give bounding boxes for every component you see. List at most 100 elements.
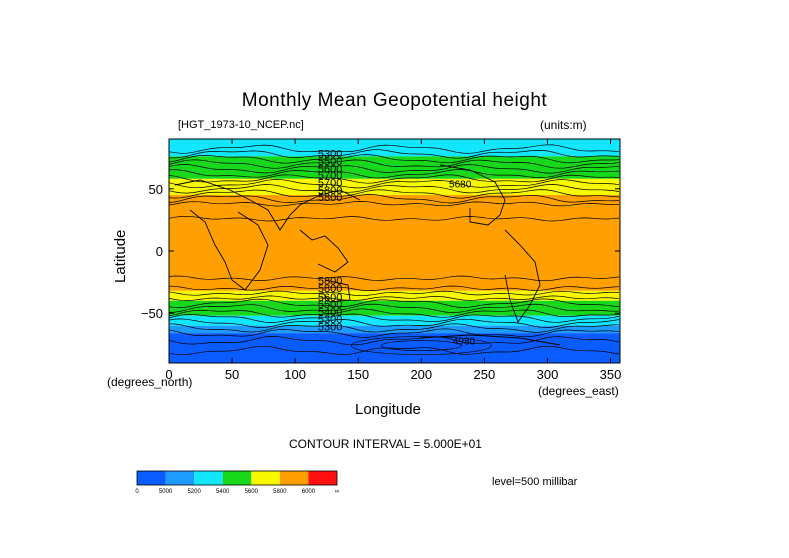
contour-line-21 (168, 318, 620, 328)
y-unit-label: (degrees_north) (107, 375, 193, 389)
x-tick-label: 300 (537, 367, 559, 382)
band-3 (169, 195, 620, 291)
colorbar-swatch (194, 471, 223, 485)
contour-label: 5500 (318, 156, 342, 168)
contour-label: 5600 (318, 292, 342, 304)
coastline-6 (419, 334, 561, 346)
contour-line-2 (168, 154, 620, 164)
contour-line-7 (168, 179, 620, 189)
contour-label: 4980 (453, 336, 476, 347)
contour-decoration (168, 144, 620, 356)
contour-line-9 (168, 189, 620, 199)
coastline-1 (189, 209, 269, 291)
colorbar-label: 5000 (159, 489, 173, 495)
colorbar-label: 0 (135, 489, 139, 495)
contour-label: 5680 (449, 180, 472, 191)
colorbar: 0 5000 5200 5400 5600 5800 6000 ∞ (135, 470, 339, 495)
x-ticks: 0 50 100 150 200 250 300 350 (165, 139, 621, 382)
contour-line-25 (168, 345, 620, 356)
contour-loop-1 (350, 336, 492, 355)
y-tick-label: −50 (141, 306, 163, 321)
contour-loop-2 (380, 340, 462, 351)
x-tick-label: 100 (284, 367, 306, 382)
band-5 (169, 300, 620, 316)
contour-label: 5800 (318, 283, 342, 295)
y-axis-label: Latitude (112, 229, 129, 283)
colorbar-frame (136, 470, 338, 486)
contour-line-17 (168, 298, 620, 308)
contour-line-15 (168, 290, 620, 297)
contour-line-3 (168, 159, 620, 169)
contour-line-12 (168, 215, 620, 222)
contour-line-18 (168, 303, 619, 313)
band-2 (169, 178, 620, 195)
band-1 (169, 156, 620, 179)
contour-line-8 (168, 184, 620, 194)
coastline-3 (439, 164, 506, 226)
x-tick-label: 250 (474, 367, 496, 382)
contour-line-19 (168, 308, 620, 318)
x-unit-label: (degrees_east) (538, 384, 619, 398)
colorbar-swatch (165, 471, 195, 485)
band-4 (169, 290, 620, 301)
colorbar-label: 6000 (302, 489, 316, 495)
dataset-filename: [HGT_1973-10_NCEP.nc] (178, 119, 304, 131)
colorbar-label: 5400 (216, 489, 230, 495)
contour-line-11 (168, 201, 620, 207)
x-tick-label: 50 (225, 367, 239, 382)
contour-line-4 (168, 164, 620, 174)
contour-label: 5300 (318, 322, 342, 334)
coastline-5 (321, 279, 351, 303)
contour-interval: CONTOUR INTERVAL = 5.000E+01 (289, 437, 482, 451)
colorbar-swatch (222, 471, 252, 485)
colorbar-swatch (251, 471, 280, 485)
contour-label: 5500 (318, 299, 342, 311)
contour-label: 5700 (318, 170, 342, 182)
contour-line-13 (168, 275, 620, 282)
level-label: level=500 millibar (492, 476, 578, 488)
contour-line-1 (168, 149, 620, 159)
band-6 (169, 315, 620, 326)
contour-line-0 (168, 144, 620, 154)
contour-line-16 (168, 295, 620, 301)
chart-title: Monthly Mean Geopotential height (241, 90, 548, 111)
contour-label: 5300 (318, 314, 342, 326)
contour-line-23 (168, 328, 620, 338)
contour-line-10 (168, 194, 620, 204)
contour-line-5 (168, 169, 620, 179)
colorbar-label: ∞ (335, 489, 339, 495)
band-7 (169, 325, 620, 334)
contour-label: 5700 (318, 177, 342, 189)
x-tick-label: 150 (347, 367, 369, 382)
contour-label: 5800 (318, 276, 342, 288)
contour-line-22 (168, 323, 620, 333)
contour-label: 5800 (318, 185, 342, 197)
x-tick-label: 350 (600, 367, 622, 382)
x-tick-label: 0 (165, 367, 172, 382)
y-tick-label: 50 (149, 182, 163, 197)
y-tick-label: 0 (156, 244, 163, 259)
coastline-4 (504, 229, 541, 323)
x-axis-label: Longitude (355, 401, 421, 418)
contour-label: 5600 (318, 164, 342, 176)
y-ticks: 50 0 −50 (141, 182, 620, 321)
contour-line-24 (168, 336, 620, 346)
contour-label: 5300 (318, 149, 342, 161)
colorbar-label: 5600 (245, 489, 259, 495)
coastline-0 (174, 179, 361, 231)
zonal-bands (169, 139, 620, 363)
colorbar-swatch (279, 471, 309, 485)
contour-label: 5800 (318, 192, 342, 204)
colorbar-swatch (308, 471, 337, 485)
contour-label: 5400 (318, 307, 342, 319)
units-label: (units:m) (540, 118, 587, 132)
contour-line-6 (168, 174, 620, 184)
colorbar-swatch (137, 471, 166, 485)
colorbar-label: 5200 (187, 489, 201, 495)
coastline-2 (299, 229, 349, 273)
contour-labels: 5300550056005700570058005800580058005600… (318, 149, 476, 348)
colorbar-label: 5800 (273, 489, 287, 495)
x-tick-label: 200 (410, 367, 432, 382)
contour-line-20 (168, 313, 620, 323)
